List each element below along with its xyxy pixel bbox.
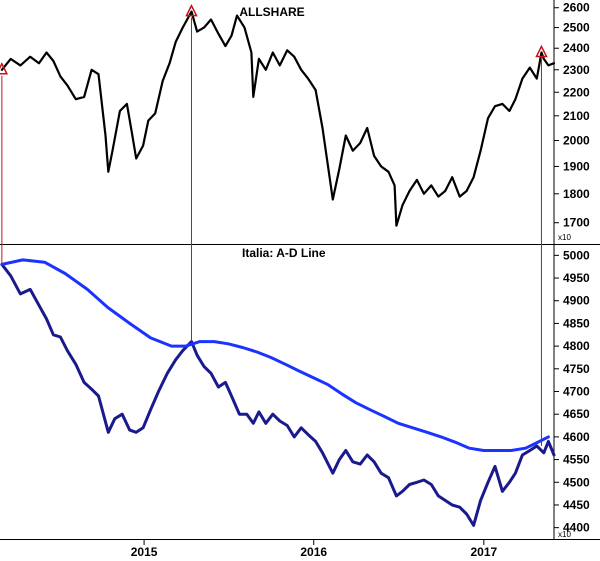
annotation-triangle-marker	[0, 62, 9, 75]
y-tick-label: 4950	[563, 271, 590, 285]
y-tick-label: 4750	[563, 362, 590, 376]
x-axis-ticks: 2015 2016 2017	[131, 539, 497, 559]
y-tick-label: 5000	[563, 248, 590, 262]
y-tick-label: 4850	[563, 316, 590, 330]
panel-0-series-0-line	[0, 10, 556, 227]
bottom-panel-unit-label: x10	[558, 530, 571, 539]
y-tick-label: 4700	[563, 385, 590, 399]
y-tick-label: 2300	[563, 63, 590, 77]
y-tick-label: 4450	[563, 498, 590, 512]
y-tick-label: 4400	[563, 521, 590, 535]
bottom-panel-title: Italia: A-D Line	[242, 246, 326, 260]
top-panel: ALLSHARE x10	[239, 5, 571, 242]
panel-1-series-1-line	[0, 258, 550, 452]
y-tick-label: 1800	[563, 187, 590, 201]
y-tick-label: 4550	[563, 453, 590, 467]
y-tick-label: 2400	[563, 41, 590, 55]
y-tick-label: 4500	[563, 475, 590, 489]
y-tick-label: 2200	[563, 85, 590, 99]
y-tick-label: 4600	[563, 430, 590, 444]
panel-1-series-0-line	[0, 262, 556, 527]
top-panel-unit-label: x10	[558, 233, 571, 242]
y-tick-label: 2100	[563, 109, 590, 123]
y-tick-label: 4900	[563, 294, 590, 308]
annotation-connectors	[0, 3, 548, 446]
annotation-triangle-marker	[535, 44, 548, 58]
x-tick-label: 2017	[470, 545, 497, 559]
y-tick-label: 4650	[563, 407, 590, 421]
y-tick-label: 2500	[563, 21, 590, 35]
y-tick-label: 2000	[563, 133, 590, 147]
y-tick-label: 1900	[563, 159, 590, 173]
top-panel-title: ALLSHARE	[239, 5, 304, 19]
x-tick-label: 2015	[131, 545, 158, 559]
y-tick-label: 4800	[563, 339, 590, 353]
panel-1-y-ticks: 4400 4450 4500 4550 4600 4650 4700 4750 4800 4850…	[554, 248, 590, 535]
panel-0-y-ticks: 1700 1800 1900 2000 2100 2200 2300 2400 2500 2600	[554, 1, 590, 230]
bottom-panel: Italia: A-D Line x10	[242, 246, 571, 539]
annotation-triangle-marker	[185, 3, 198, 17]
y-tick-label: 2600	[563, 1, 590, 15]
y-tick-label: 1700	[563, 216, 590, 230]
x-tick-label: 2016	[300, 545, 327, 559]
